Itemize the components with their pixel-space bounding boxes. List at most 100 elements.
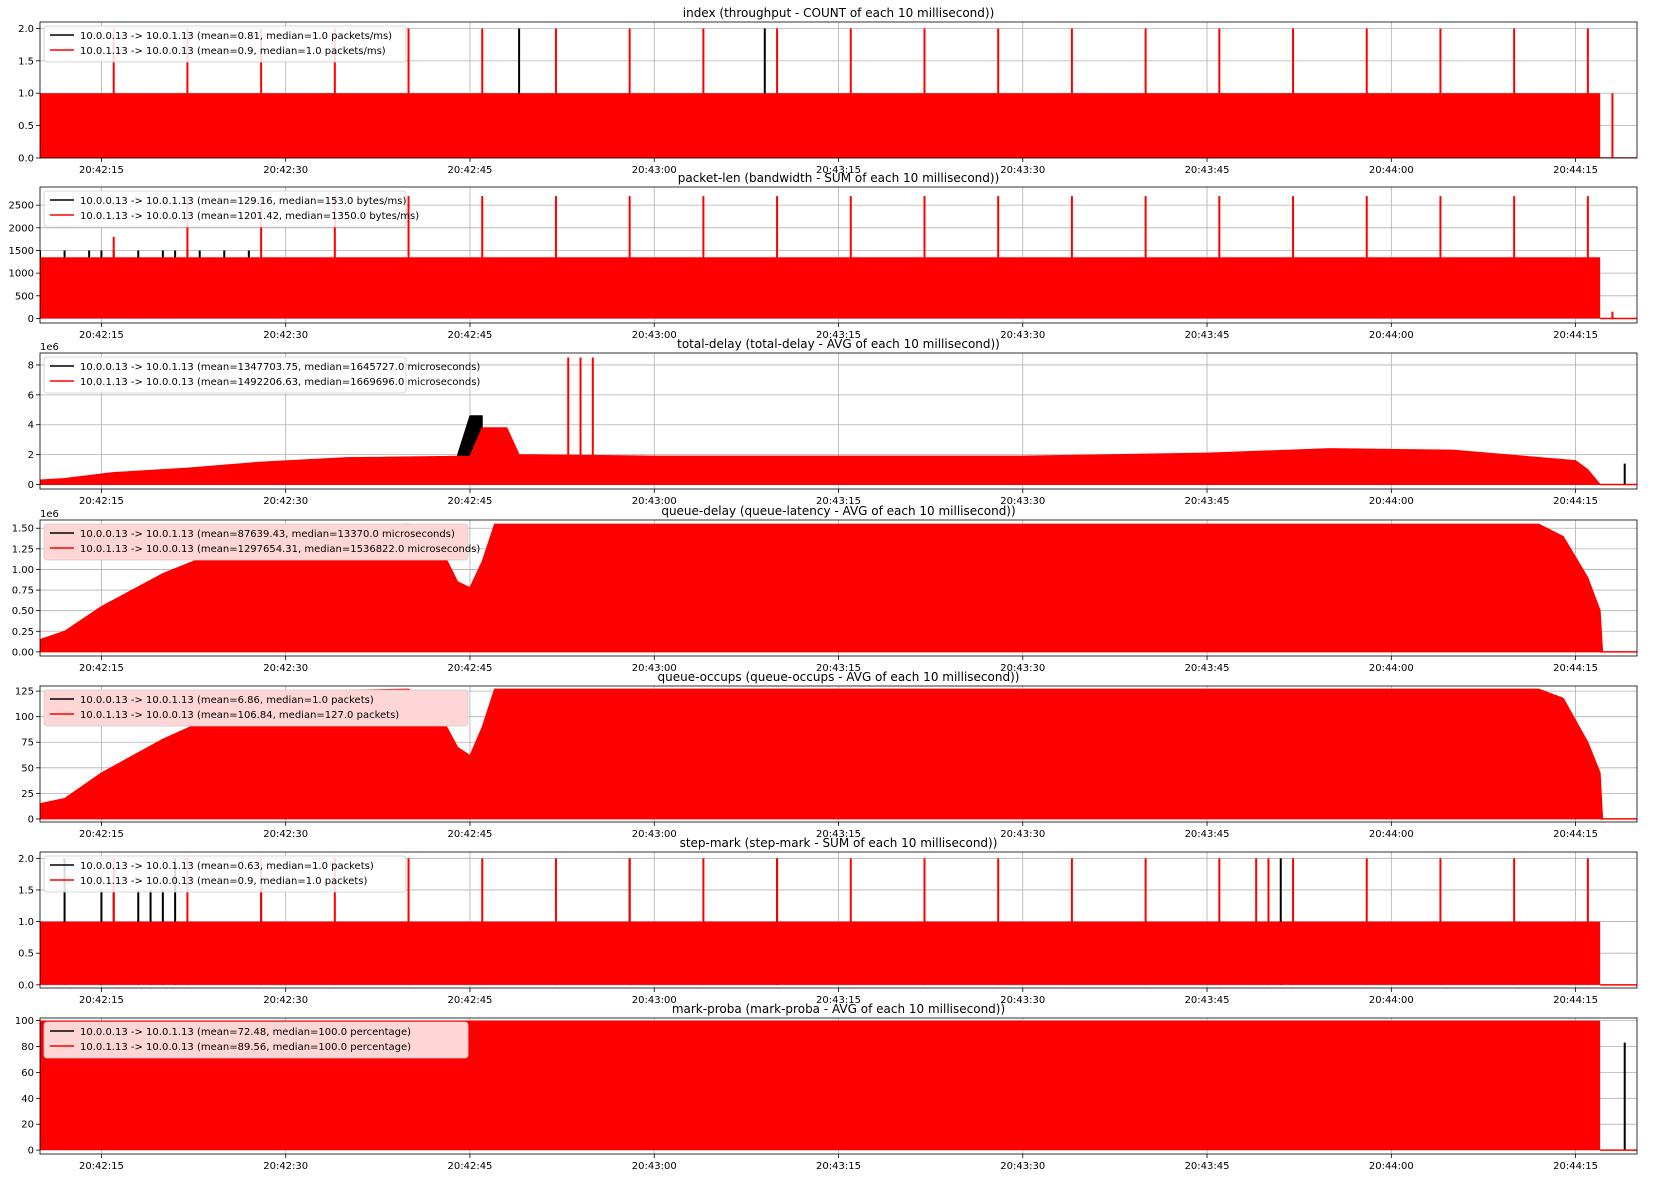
y-tick-label: 0.50 [12,606,34,617]
subplot-title: queue-delay (queue-latency - AVG of each… [661,504,1015,518]
x-tick-label: 20:43:30 [1000,663,1045,674]
y-tick-label: 2500 [9,201,34,212]
x-tick-label: 20:43:45 [1185,1161,1230,1172]
y-tick-label: 1.0 [18,89,34,100]
series-1-band [40,93,1601,158]
x-tick-label: 20:42:45 [448,829,493,840]
axes-frame [39,352,1638,490]
x-tick-label: 20:43:45 [1185,330,1230,341]
legend-entry: 10.0.1.13 -> 10.0.0.13 (mean=1297654.31,… [80,544,480,555]
axes-frame [39,685,1638,823]
subplot-4: 20:42:15 20:42:30 20:42:45 20:43:00 20:43:15… [15,670,1638,840]
y-tick-label: 100 [15,1016,34,1027]
legend: 10.0.0.13 -> 10.0.1.13 (mean=87639.43, m… [43,523,480,561]
y-tick-label: 0.25 [12,627,34,638]
x-tick-label: 20:42:45 [448,496,493,507]
x-tick-label: 20:43:15 [816,496,861,507]
y-offset-label: 1e6 [40,509,59,520]
y-tick-label: 0 [28,1146,34,1157]
x-tick-label: 20:43:45 [1185,829,1230,840]
y-tick-label: 1.50 [12,524,34,535]
y-tick-label: 6 [28,390,34,401]
legend-entry: 10.0.0.13 -> 10.0.1.13 (mean=72.48, medi… [80,1027,411,1038]
x-tick-label: 20:43:15 [816,829,861,840]
legend-box [43,855,407,893]
y-tick-label: 4 [28,420,34,431]
legend: 10.0.0.13 -> 10.0.1.13 (mean=6.86, media… [43,689,469,727]
axes-frame [39,519,1638,657]
legend-box [43,190,407,228]
y-tick-label: 1.00 [12,565,34,576]
y-tick-label: 0 [28,814,34,825]
x-tick-label: 20:43:00 [632,995,677,1006]
x-tick-label: 20:42:15 [79,496,124,507]
x-tick-label: 20:42:45 [448,330,493,341]
x-tick-label: 20:42:15 [79,330,124,341]
y-tick-label: 0.0 [18,980,34,991]
y-offset-label: 1e6 [40,342,59,353]
legend-entry: 10.0.0.13 -> 10.0.1.13 (mean=87639.43, m… [80,529,455,540]
x-tick-label: 20:43:00 [632,165,677,176]
y-tick-label: 0.0 [18,154,34,165]
x-tick-label: 20:43:00 [632,1161,677,1172]
x-tick-label: 20:43:15 [816,995,861,1006]
x-tick-label: 20:42:30 [263,1161,308,1172]
y-tick-label: 2 [28,450,34,461]
y-tick-label: 100 [15,712,34,723]
subplot-title: total-delay (total-delay - AVG of each 1… [677,337,1000,351]
x-tick-label: 20:42:15 [79,165,124,176]
subplot-title: queue-occups (queue-occups - AVG of each… [658,670,1020,684]
x-tick-label: 20:42:30 [263,995,308,1006]
x-tick-label: 20:44:00 [1369,1161,1414,1172]
y-tick-label: 1.5 [18,885,34,896]
y-tick-label: 0.5 [18,949,34,960]
subplot-6: 20:42:15 20:42:30 20:42:45 20:43:00 20:43:15… [15,1002,1638,1172]
y-tick-label: 2.0 [18,854,34,865]
y-tick-label: 1.5 [18,56,34,67]
x-tick-label: 20:44:15 [1553,165,1598,176]
x-tick-label: 20:43:30 [1000,995,1045,1006]
x-tick-label: 20:43:15 [816,663,861,674]
y-tick-label: 60 [21,1068,34,1079]
y-tick-label: 0 [28,480,34,491]
legend: 10.0.0.13 -> 10.0.1.13 (mean=0.81, media… [43,25,407,63]
y-tick-label: 2000 [9,223,34,234]
x-tick-label: 20:44:00 [1369,496,1414,507]
y-tick-label: 0.75 [12,586,34,597]
x-tick-label: 20:43:30 [1000,165,1045,176]
legend-entry: 10.0.0.13 -> 10.0.1.13 (mean=0.63, media… [80,861,374,872]
x-tick-label: 20:44:15 [1553,663,1598,674]
x-tick-label: 20:42:15 [79,1161,124,1172]
x-tick-label: 20:44:00 [1369,995,1414,1006]
axes-frame [39,851,1638,989]
legend-entry: 10.0.1.13 -> 10.0.0.13 (mean=106.84, med… [80,710,399,721]
x-tick-label: 20:43:30 [1000,829,1045,840]
x-tick-label: 20:44:00 [1369,663,1414,674]
x-tick-label: 20:43:45 [1185,995,1230,1006]
x-tick-label: 20:42:45 [448,663,493,674]
subplot-title: step-mark (step-mark - SUM of each 10 mi… [680,836,998,850]
legend: 10.0.0.13 -> 10.0.1.13 (mean=72.48, medi… [43,1021,469,1059]
x-tick-label: 20:44:15 [1553,496,1598,507]
legend-box [43,356,407,394]
subplot-title: packet-len (bandwidth - SUM of each 10 m… [678,171,1000,185]
x-tick-label: 20:43:00 [632,829,677,840]
x-tick-label: 20:42:30 [263,330,308,341]
x-tick-label: 20:43:00 [632,330,677,341]
subplot-2: 20:42:15 20:42:30 20:42:45 20:43:00 20:43:15… [28,337,1638,507]
legend: 10.0.0.13 -> 10.0.1.13 (mean=1347703.75,… [43,356,480,394]
y-tick-label: 1500 [9,246,34,257]
legend: 10.0.0.13 -> 10.0.1.13 (mean=129.16, med… [43,190,419,228]
y-tick-label: 1.25 [12,544,34,555]
x-tick-label: 20:43:15 [816,165,861,176]
legend-entry: 10.0.1.13 -> 10.0.0.13 (mean=1492206.63,… [80,377,480,388]
x-tick-label: 20:42:15 [79,663,124,674]
y-tick-label: 500 [15,291,34,302]
x-tick-label: 20:43:45 [1185,165,1230,176]
x-tick-label: 20:42:45 [448,165,493,176]
subplot-3: 20:42:15 20:42:30 20:42:45 20:43:00 20:43:15… [12,504,1638,674]
y-tick-label: 40 [21,1094,34,1105]
x-tick-label: 20:44:00 [1369,829,1414,840]
series-1-area [40,427,1602,486]
legend-box [43,1021,469,1059]
